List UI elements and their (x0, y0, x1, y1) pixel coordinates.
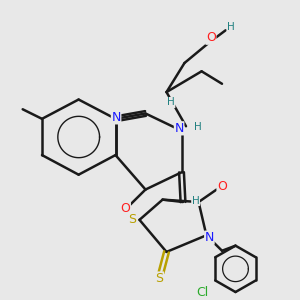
Text: S: S (155, 272, 164, 285)
Text: H: H (227, 22, 235, 32)
Text: H: H (167, 98, 175, 107)
Text: O: O (217, 180, 227, 193)
Text: Cl: Cl (196, 286, 208, 299)
Text: O: O (206, 31, 216, 44)
Text: N: N (205, 231, 214, 244)
Text: N: N (111, 111, 121, 124)
Text: N: N (174, 122, 184, 135)
Text: O: O (121, 202, 130, 215)
Text: S: S (128, 213, 136, 226)
Text: H: H (194, 122, 202, 132)
Text: H: H (192, 196, 200, 206)
